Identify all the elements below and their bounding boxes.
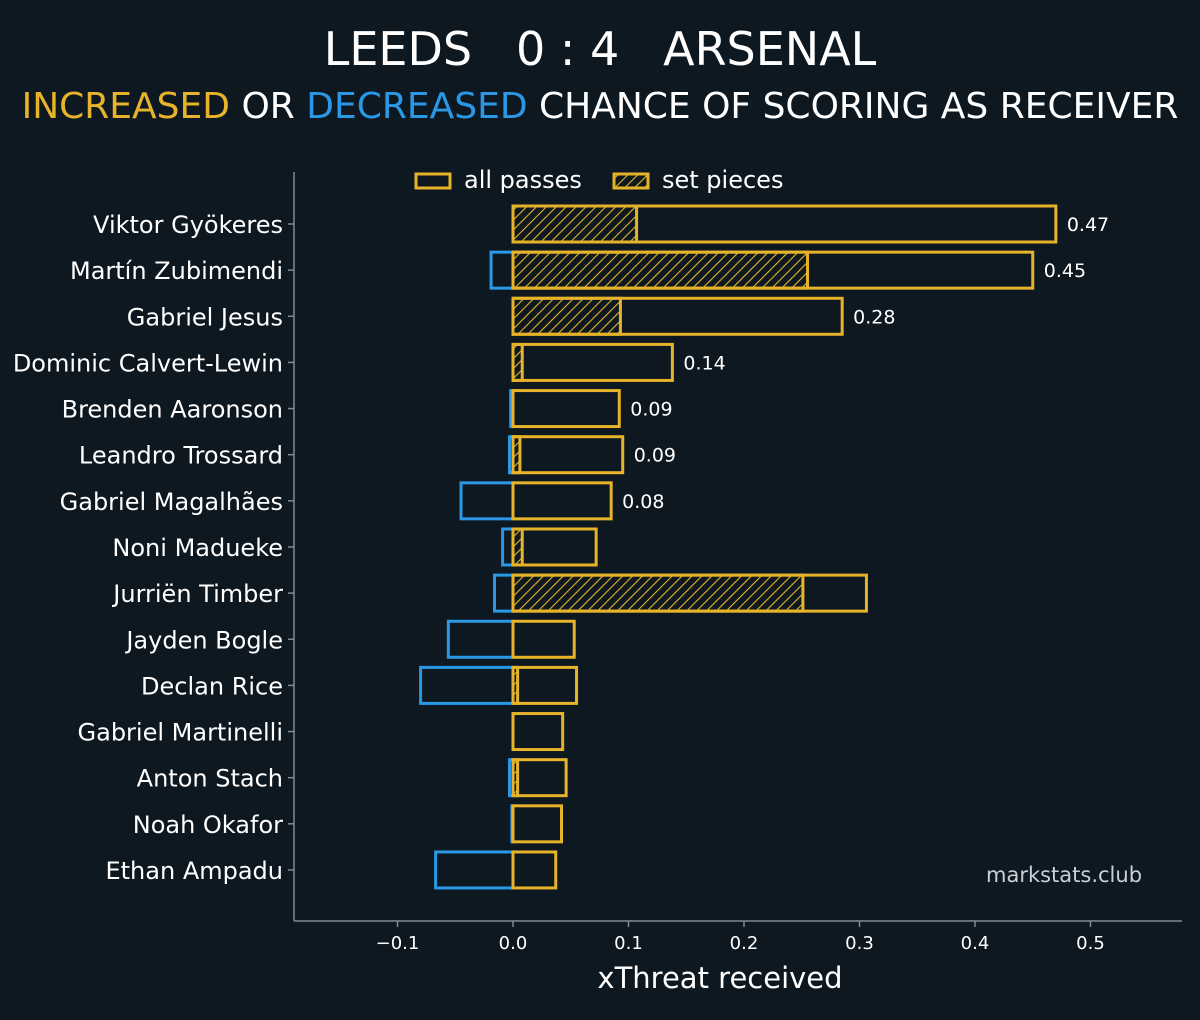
set-pieces-bar bbox=[511, 573, 805, 613]
all-passes-bar bbox=[511, 204, 1058, 244]
all-passes-bar bbox=[511, 296, 844, 336]
x-tick-label: 0.0 bbox=[499, 933, 528, 954]
y-tick-label: Noah Okafor bbox=[133, 811, 283, 839]
value-label: 0.08 bbox=[622, 491, 664, 513]
y-tick-label: Noni Madueke bbox=[112, 534, 283, 562]
decrease-bar bbox=[493, 573, 515, 613]
value-label: 0.47 bbox=[1067, 214, 1109, 236]
chart-title: LEEDS 0 : 4 ARSENAL bbox=[0, 22, 1200, 76]
subtitle-increased: INCREASED bbox=[21, 86, 230, 127]
subtitle-decreased: DECREASED bbox=[306, 86, 528, 127]
x-tick-label: 0.4 bbox=[961, 933, 990, 954]
x-axis-label: xThreat received bbox=[597, 961, 842, 995]
value-label: 0.14 bbox=[683, 352, 725, 374]
value-label: 0.09 bbox=[630, 399, 672, 421]
y-tick-label: Jayden Bogle bbox=[124, 626, 283, 654]
legend-label-all-passes: all passes bbox=[464, 166, 582, 194]
title-away-team: ARSENAL bbox=[663, 22, 877, 76]
value-label: 0.09 bbox=[634, 445, 676, 467]
all-passes-bar bbox=[511, 619, 576, 659]
all-passes-bar bbox=[511, 389, 621, 429]
y-tick-label: Gabriel Magalhães bbox=[60, 488, 283, 516]
value-label: 0.45 bbox=[1044, 260, 1086, 282]
legend-label-set-pieces: set pieces bbox=[662, 166, 783, 194]
all-passes-bar bbox=[511, 250, 1035, 290]
all-passes-bar bbox=[511, 712, 565, 752]
x-tick-label: 0.3 bbox=[845, 933, 874, 954]
decrease-bar bbox=[446, 619, 515, 659]
decrease-bar bbox=[501, 527, 515, 567]
y-tick-label: Leandro Trossard bbox=[79, 442, 283, 470]
all-passes-bar bbox=[511, 758, 568, 798]
decrease-bar bbox=[459, 481, 515, 521]
all-passes-bar bbox=[511, 527, 598, 567]
y-tick-label: Gabriel Jesus bbox=[127, 303, 283, 331]
all-passes-bar bbox=[511, 481, 613, 521]
y-tick-label: Gabriel Martinelli bbox=[78, 719, 283, 747]
y-tick-label: Viktor Gyökeres bbox=[93, 211, 283, 239]
axes-layer: Viktor Gyökeres Martín Zubimendi Gabriel J… bbox=[13, 172, 1182, 995]
y-tick-label: Martín Zubimendi bbox=[70, 257, 283, 285]
x-tick-label: 0.5 bbox=[1076, 933, 1105, 954]
set-pieces-bar bbox=[511, 296, 622, 336]
set-pieces-bar bbox=[511, 204, 639, 244]
y-tick-label: Ethan Ampadu bbox=[105, 857, 283, 885]
all-passes-bar bbox=[511, 342, 674, 382]
y-tick-label: Jurriën Timber bbox=[111, 580, 283, 608]
decrease-bar bbox=[419, 665, 515, 705]
value-label: 0.28 bbox=[853, 306, 895, 328]
legend-swatch-set-pieces bbox=[612, 172, 650, 190]
all-passes-bar bbox=[511, 665, 579, 705]
subtitle-or: OR bbox=[230, 86, 307, 127]
x-tick-label: 0.1 bbox=[614, 933, 643, 954]
subtitle-rest: CHANCE OF SCORING AS RECEIVER bbox=[527, 86, 1179, 127]
all-passes-bar bbox=[511, 573, 868, 613]
y-tick-label: Brenden Aaronson bbox=[62, 396, 283, 424]
y-tick-label: Dominic Calvert-Lewin bbox=[13, 349, 283, 377]
legend-swatch-all-passes bbox=[414, 172, 452, 190]
title-score: 0 : 4 bbox=[515, 22, 620, 76]
y-tick-label: Anton Stach bbox=[137, 765, 283, 793]
chart-subtitle: INCREASED OR DECREASED CHANCE OF SCORING… bbox=[0, 86, 1200, 127]
bars-layer: 0.47 0.45 0.28 0.14 0.09 0.09 0.08 bbox=[419, 204, 1109, 890]
decrease-bar bbox=[434, 850, 515, 890]
x-tick-label: −0.1 bbox=[376, 933, 420, 954]
watermark: markstats.club bbox=[986, 863, 1143, 887]
set-pieces-bar bbox=[511, 250, 810, 290]
all-passes-bar bbox=[511, 435, 625, 475]
x-tick-label: 0.2 bbox=[730, 933, 759, 954]
all-passes-bar bbox=[511, 804, 564, 844]
title-home-team: LEEDS bbox=[323, 22, 473, 76]
all-passes-bar bbox=[511, 850, 558, 890]
legend: all passes set pieces bbox=[414, 166, 783, 194]
decrease-bar bbox=[489, 250, 515, 290]
y-tick-label: Declan Rice bbox=[141, 672, 283, 700]
